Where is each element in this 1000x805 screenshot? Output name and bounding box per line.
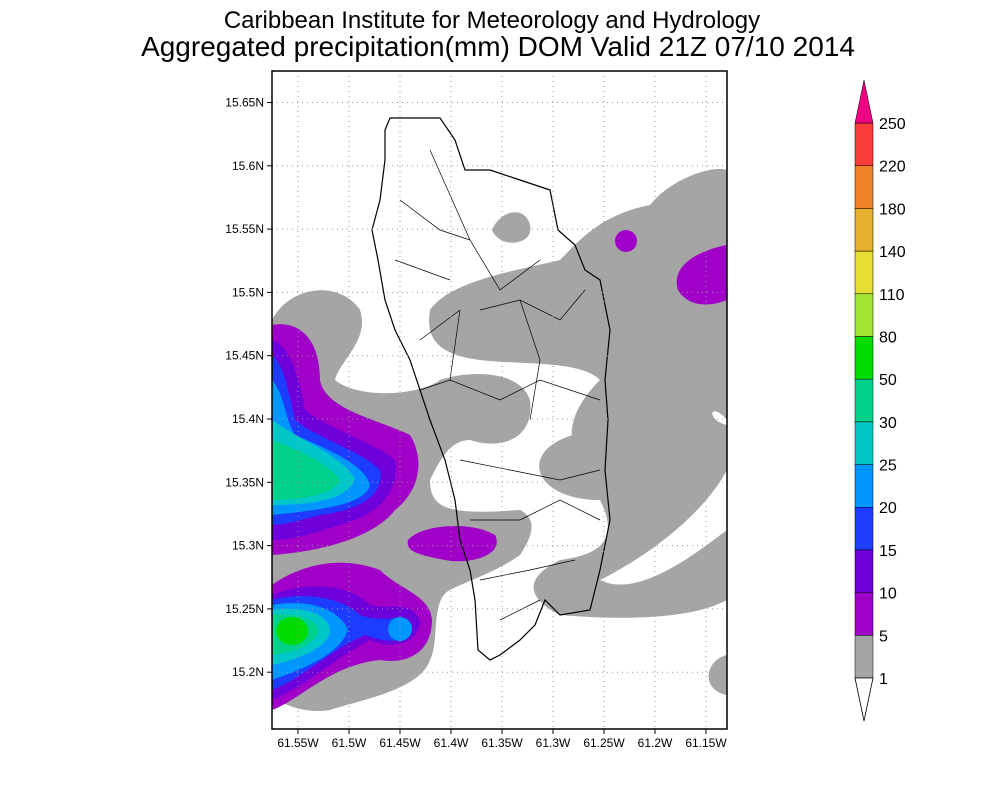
lat-tick-label: 15.6N [232, 159, 264, 173]
colorbar-segment [854, 208, 874, 252]
lat-tick-label: 15.25N [225, 602, 264, 616]
lon-tick-label: 61.15W [685, 736, 727, 750]
map-title: Caribbean Institute for Meteorology and … [224, 7, 760, 34]
grid [272, 71, 727, 729]
colorbar-label: 30 [879, 415, 897, 432]
colorbar-segment [854, 378, 874, 423]
lat-tick-label: 15.55N [225, 222, 264, 236]
colorbar-segment [854, 635, 874, 679]
colorbar-label: 80 [879, 329, 897, 346]
lat-tick-label: 15.45N [225, 349, 264, 363]
lat-tick-label: 15.5N [232, 285, 264, 299]
colorbar-segment [854, 549, 874, 593]
colorbar-segment [854, 165, 874, 209]
colorbar-label: 15 [879, 543, 897, 560]
colorbar-segment [854, 122, 874, 166]
island-outline [371, 117, 611, 661]
lon-tick-label: 61.2W [638, 736, 673, 750]
watershed-lines [394, 149, 601, 621]
precip-area [388, 617, 412, 641]
precip-area [276, 617, 308, 645]
precip-area [429, 169, 727, 618]
lat-tick-label: 15.2N [232, 665, 264, 679]
colorbar-segment [854, 506, 874, 551]
precip-area [272, 440, 340, 500]
lat-tick-label: 15.65N [225, 96, 264, 110]
lon-tick-label: 61.4W [434, 736, 469, 750]
map-frame [271, 70, 728, 730]
colorbar-label: 220 [879, 159, 906, 176]
colorbar-label: 10 [879, 586, 897, 603]
precip-area [492, 212, 531, 243]
colorbar-segment [854, 592, 874, 636]
colorbar-label: 110 [879, 287, 905, 304]
colorbar-label: 25 [879, 458, 897, 475]
axes: 15.65N 15.6N 15.55N 15.5N 15.45N 15.4N 15.35N 1… [225, 96, 727, 751]
lon-tick-label: 61.45W [379, 736, 421, 750]
precip-area [407, 525, 497, 562]
map-subtitle: Aggregated precipitation(mm) DOM Valid 2… [141, 31, 855, 62]
precipitation-field [272, 169, 727, 712]
precip-area [676, 245, 727, 305]
lon-tick-label: 61.25W [583, 736, 625, 750]
colorbar-label: 140 [879, 244, 906, 261]
lat-tick-label: 15.35N [225, 475, 264, 489]
lat-tick-label: 15.4N [232, 412, 264, 426]
colorbar-label: 250 [879, 116, 906, 133]
colorbar-label: 20 [879, 500, 897, 517]
colorbar-under-arrow [854, 677, 874, 722]
precip-area [708, 655, 727, 695]
lon-tick-label: 61.55W [277, 736, 319, 750]
lon-tick-label: 61.5W [332, 736, 367, 750]
lat-tick-label: 15.3N [232, 539, 264, 553]
colorbar-segment [854, 250, 874, 295]
lon-tick-label: 61.3W [536, 736, 571, 750]
colorbar-over-arrow [854, 79, 874, 124]
colorbar-label: 180 [879, 201, 906, 218]
colorbar-label: 5 [879, 628, 888, 645]
colorbar-label: 50 [879, 372, 897, 389]
precip-area [615, 230, 637, 252]
colorbar-segment [854, 421, 874, 465]
lon-tick-label: 61.35W [481, 736, 523, 750]
colorbar-label: 1 [879, 671, 888, 688]
colorbar-segment [854, 293, 874, 337]
colorbar-segment [854, 464, 874, 508]
colorbar-segment [854, 336, 874, 380]
